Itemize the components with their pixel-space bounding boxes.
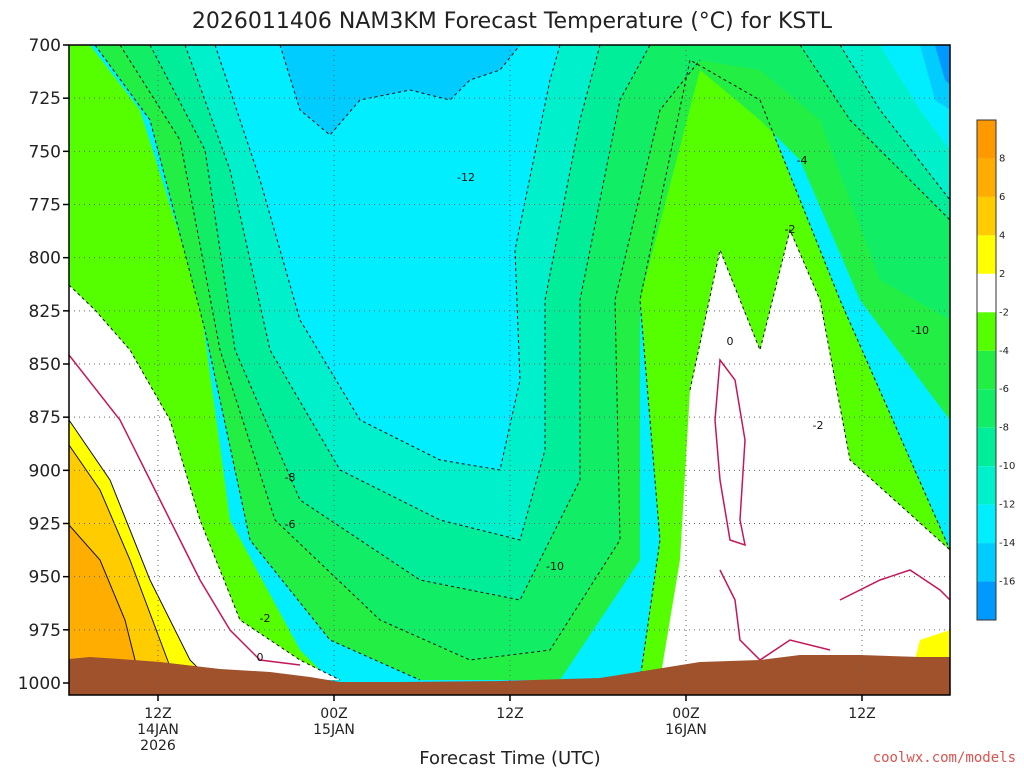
- y-tick-label: 875: [29, 408, 61, 428]
- contour-line-solid: [69, 444, 176, 681]
- y-tick-label: 1000: [18, 674, 61, 694]
- contour-label: -6: [285, 518, 296, 531]
- contour-label: -4: [797, 154, 808, 167]
- colorbar-label: -4: [999, 346, 1009, 357]
- y-axis: 700 725 750 775 800 825 850 875 900 925 950 975 1000: [18, 36, 69, 694]
- colorbar-label: -12: [999, 500, 1015, 511]
- colorbar-swatch: [977, 312, 996, 351]
- colorbar-label: -16: [999, 577, 1015, 588]
- x-tick-label: 16JAN: [665, 722, 707, 738]
- colorbar-swatch: [977, 389, 996, 428]
- y-tick-label: 700: [29, 36, 61, 56]
- y-tick-label: 925: [29, 515, 61, 535]
- colorbar-swatch: [977, 350, 996, 390]
- contour-line-solid: [69, 524, 141, 681]
- colorbar-label: -10: [999, 461, 1015, 472]
- colorbar-swatch: [977, 235, 996, 274]
- contour-line-zero: [719, 569, 831, 661]
- ground-surface: [69, 655, 950, 695]
- freezing-contours: [69, 354, 950, 666]
- field-band-blue: [280, 45, 950, 135]
- colorbar-label: -14: [999, 538, 1015, 549]
- colorbar-swatch: [977, 158, 996, 197]
- contour-line-zero: [69, 354, 301, 666]
- y-tick-label: 775: [29, 196, 61, 216]
- colorbar-swatch: [977, 120, 996, 159]
- contour-line-zero: [839, 569, 950, 601]
- colorbar-swatch: [977, 273, 996, 313]
- colorbar-label: -2: [999, 307, 1009, 318]
- x-tick-label: 12Z: [848, 706, 875, 722]
- contour-line-zero: [714, 357, 746, 547]
- y-tick-label: 950: [29, 568, 61, 588]
- x-tick-label: 00Z: [320, 706, 347, 722]
- contour-line: [279, 45, 521, 136]
- colorbar-swatch: [977, 466, 996, 505]
- y-tick-label: 850: [29, 355, 61, 375]
- field-band-cyan-core: [215, 45, 950, 470]
- contour-label: -12: [457, 171, 475, 184]
- contour-label: -2: [813, 419, 824, 432]
- contour-label: -10: [911, 324, 929, 337]
- colorbar-swatch: [977, 543, 996, 582]
- contour-label: -2: [260, 612, 271, 625]
- contour-label: 0: [727, 335, 734, 348]
- field-band-orange: [69, 525, 140, 680]
- x-axis-label: Forecast Time (UTC): [419, 748, 600, 768]
- y-tick-label: 825: [29, 302, 61, 322]
- y-tick-label: 750: [29, 142, 61, 162]
- grid-lines: [69, 45, 950, 695]
- chart-title: 2026011406 NAM3KM Forecast Temperature (…: [192, 9, 833, 34]
- colorbar-swatch: [977, 196, 996, 236]
- contour-label: -8: [285, 471, 296, 484]
- colorbar-label: -6: [999, 384, 1009, 395]
- y-tick-label: 975: [29, 621, 61, 641]
- colorbar-label: 8: [999, 153, 1005, 164]
- colorbar-swatch: [977, 581, 996, 620]
- contour-line: [119, 45, 701, 661]
- colorbar: 8 6 4 2 -2 -4 -6 -8 -10 -12 -14 -16: [976, 119, 1015, 621]
- y-tick-label: 800: [29, 249, 61, 269]
- plot-area: [69, 45, 950, 695]
- contour-label: -10: [546, 560, 564, 573]
- x-tick-label: 2026: [140, 738, 176, 754]
- contour-line: [839, 45, 950, 201]
- colorbar-swatch: [977, 504, 996, 544]
- x-tick-label: 12Z: [496, 706, 523, 722]
- x-tick-label: 12Z: [144, 706, 171, 722]
- colorbar-label: 4: [999, 230, 1005, 241]
- colorbar-swatch: [977, 427, 996, 467]
- colorbar-label: 2: [999, 269, 1005, 280]
- y-tick-label: 900: [29, 461, 61, 481]
- colorbar-label: 6: [999, 192, 1005, 203]
- contour-line: [149, 45, 651, 601]
- x-tick-label: 14JAN: [137, 722, 179, 738]
- credit-link[interactable]: coolwx.com/models: [873, 750, 1016, 766]
- contour-labels: -12 -4 -2 0 -10 -2 -8 -6 -10 -2 0: [257, 154, 929, 664]
- colorbar-frame: [976, 119, 997, 621]
- contour-label: 0: [257, 651, 264, 664]
- y-tick-label: 725: [29, 89, 61, 109]
- field-band-deep-blue: [935, 45, 950, 85]
- contour-label: -2: [785, 223, 796, 236]
- contour-line: [184, 45, 601, 541]
- contour-line: [689, 228, 950, 551]
- x-tick-label: 00Z: [672, 706, 699, 722]
- colorbar-label: -8: [999, 423, 1009, 434]
- contour-line: [799, 45, 950, 221]
- contour-line: [214, 45, 561, 471]
- x-tick-label: 15JAN: [313, 722, 355, 738]
- field-band-white-right: [660, 230, 950, 680]
